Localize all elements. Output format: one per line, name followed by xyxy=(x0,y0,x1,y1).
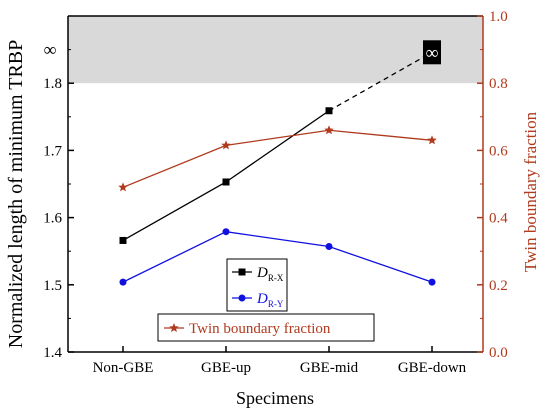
left-y-ticks: 1.4 1.5 1.6 1.7 1.8 xyxy=(43,49,74,361)
series-line-d-rx xyxy=(122,110,330,242)
right-y-tick-label: 0.0 xyxy=(489,345,508,361)
data-point-twin-boundary xyxy=(221,140,231,150)
legend-item-d-rx: DR-X xyxy=(232,265,284,283)
series-line-twin-boundary xyxy=(122,129,433,188)
left-y-tick-label: 1.6 xyxy=(43,211,62,227)
x-tick-label: GBE-mid xyxy=(300,360,359,376)
series-twin-boundary xyxy=(118,125,437,192)
right-y-tick-label: 0.2 xyxy=(489,278,508,294)
x-tick-label: Non-GBE xyxy=(93,360,154,376)
legend-label-main: D xyxy=(256,265,268,281)
legend-marker-twin-boundary xyxy=(169,323,179,333)
data-point-d-ry xyxy=(222,228,230,236)
legend-label-main: D xyxy=(256,291,268,307)
data-point-twin-boundary xyxy=(324,125,334,135)
infinity-endpoint-badge: ∞ xyxy=(423,40,441,65)
right-y-ticks: 0.0 0.2 0.4 0.6 0.8 1.0 xyxy=(477,9,508,361)
data-point-d-ry xyxy=(325,242,333,250)
x-tick-label: GBE-down xyxy=(398,360,467,376)
left-y-tick-label: 1.7 xyxy=(43,143,62,159)
series-layer xyxy=(118,51,437,286)
left-y-tick-label: 1.4 xyxy=(43,345,62,361)
infinity-band xyxy=(68,16,483,84)
left-y-tick-label: 1.5 xyxy=(43,278,62,294)
left-y-tick-label: 1.8 xyxy=(43,76,62,92)
legend-box-twin-boundary xyxy=(157,313,375,342)
infinity-badge-symbol: ∞ xyxy=(426,42,439,62)
right-y-tick-label: 0.8 xyxy=(489,76,508,92)
data-point-twin-boundary xyxy=(118,182,128,192)
series-d-rx xyxy=(119,51,433,244)
legend-item-twin-boundary: Twin boundary fraction xyxy=(164,321,331,337)
legend-label-subscript: R-Y xyxy=(268,299,284,309)
series-extension-d-rx xyxy=(328,51,433,112)
legend-label-twin-boundary: Twin boundary fraction xyxy=(189,321,331,337)
right-y-tick-label: 1.0 xyxy=(489,9,508,25)
data-point-d-rx xyxy=(222,178,230,186)
x-axis-title: Specimens xyxy=(236,388,314,408)
right-y-tick-label: 0.6 xyxy=(489,143,508,159)
legend-label-subscript: R-X xyxy=(268,273,284,283)
legend-marker-d-ry xyxy=(238,294,246,302)
data-point-d-rx xyxy=(119,236,127,244)
x-tick-label: GBE-up xyxy=(201,360,251,376)
data-point-d-ry xyxy=(428,278,436,286)
series-d-ry xyxy=(119,228,436,286)
right-y-axis-title: Twin boundary fraction xyxy=(521,111,540,272)
legend-label-d-ry: DR-Y xyxy=(256,291,284,309)
legend-box-d-series xyxy=(226,258,288,312)
data-point-twin-boundary xyxy=(427,135,437,145)
left-y-axis-title: Normalized length of minimum TRBP xyxy=(5,40,27,349)
legend-item-d-ry: DR-Y xyxy=(232,291,284,309)
x-ticks: Non-GBE GBE-up GBE-mid GBE-down xyxy=(93,346,467,376)
legend-marker-d-rx xyxy=(238,268,246,276)
infinity-badge-background xyxy=(423,40,441,65)
right-y-tick-label: 0.4 xyxy=(489,211,508,227)
series-line-d-ry xyxy=(122,231,433,283)
infinity-axis-label: ∞ xyxy=(44,40,57,60)
data-point-d-ry xyxy=(119,278,127,286)
legend-label-d-rx: DR-X xyxy=(256,265,284,283)
